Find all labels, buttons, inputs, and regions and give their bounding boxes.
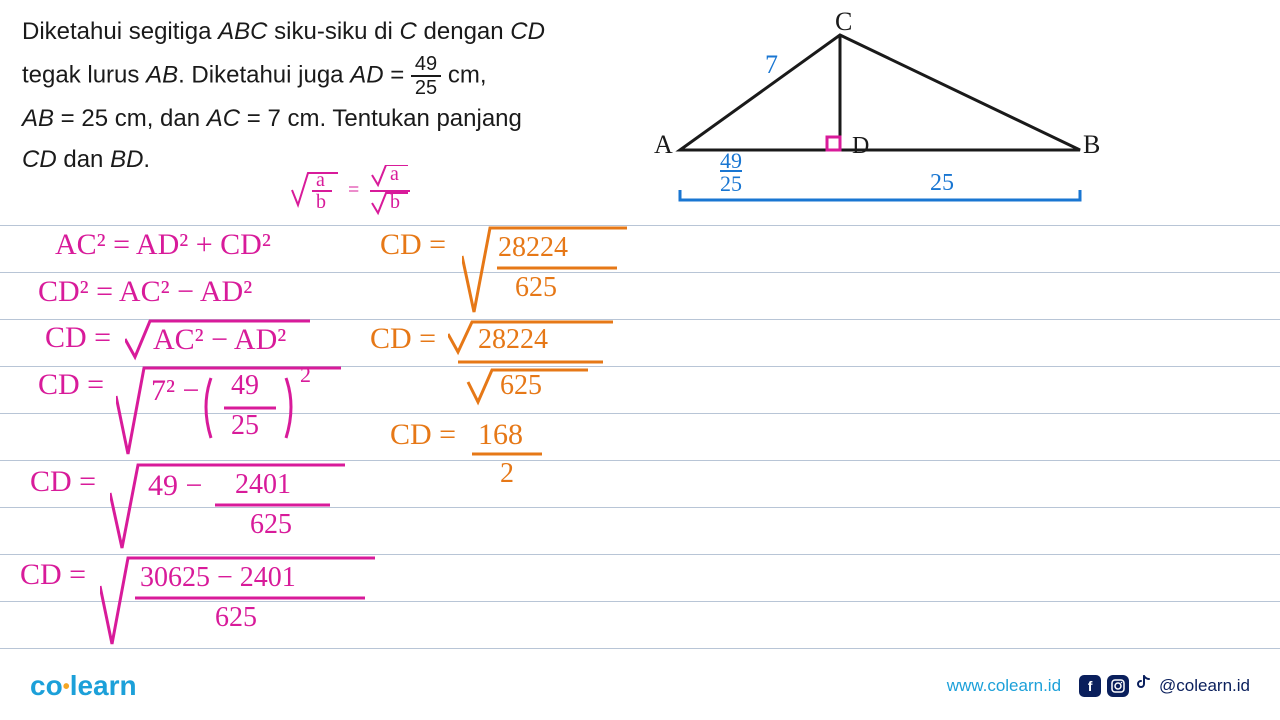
m4-sq: 2 (300, 362, 311, 388)
social-handle: @colearn.id (1159, 676, 1250, 696)
m6-num: 30625 − 2401 (140, 562, 296, 594)
o1-lhs: CD = (380, 228, 446, 261)
m5-expr: 49 − (148, 469, 202, 503)
work-m4: CD = 7² − 49 25 2 (38, 368, 104, 402)
text: siku-siku di (267, 18, 399, 45)
text: . Diketahui juga (178, 61, 350, 88)
m5-den: 625 (250, 509, 292, 541)
o3-frac-svg (472, 450, 592, 500)
work-m5: CD = 49 − 2401 625 (30, 465, 96, 499)
logo: co•learn (30, 670, 137, 702)
social-group: f @colearn.id (1079, 674, 1250, 698)
var-ab: AB (146, 61, 178, 88)
var-cd: CD (510, 18, 545, 45)
rule-b-den: b (390, 191, 400, 214)
m5-lhs: CD = (30, 465, 96, 498)
var-ac: AC (207, 105, 240, 132)
m4-lhs: CD = (38, 368, 104, 401)
footer-url: www.colearn.id (947, 676, 1061, 696)
sqrt-rule-svg (290, 165, 450, 220)
tiktok-icon (1135, 674, 1153, 698)
text: dan (57, 146, 110, 173)
m6-lhs: CD = (20, 558, 86, 591)
logo-dot-icon: • (63, 676, 70, 698)
var-bd: BD (110, 146, 143, 173)
text: = 25 cm, dan (54, 105, 207, 132)
m5-num: 2401 (235, 469, 291, 501)
var-cd: CD (22, 146, 57, 173)
m5-sqrt-svg (110, 463, 350, 553)
o2-den: 625 (500, 370, 542, 402)
logo-learn: learn (70, 670, 137, 701)
o2-num: 28224 (478, 324, 548, 356)
label-b: B (1083, 130, 1100, 160)
o3-lhs: CD = (390, 418, 456, 451)
ruled-line (0, 225, 1280, 226)
problem-statement: Diketahui segitiga ABC siku-siku di C de… (22, 12, 642, 180)
label-25-small: 25 (720, 171, 742, 197)
ruled-line (0, 554, 1280, 555)
problem-line-3: AB = 25 cm, dan AC = 7 cm. Tentukan panj… (22, 99, 642, 140)
work-m6: CD = 30625 − 2401 625 (20, 558, 86, 592)
rule-eq: = (348, 179, 359, 202)
text: . (143, 146, 150, 173)
rule-b-bottom: b (316, 191, 326, 214)
problem-line-1: Diketahui segitiga ABC siku-siku di C de… (22, 12, 642, 53)
m4-den: 25 (231, 410, 259, 442)
var-c: C (400, 18, 417, 45)
work-m1: AC² = AD² + CD² (55, 228, 271, 262)
work-o3: CD = 168 2 (390, 418, 456, 452)
instagram-icon (1107, 675, 1129, 697)
o1-num: 28224 (498, 232, 568, 264)
facebook-icon: f (1079, 675, 1101, 697)
right-angle-marker (827, 137, 840, 150)
fraction-49-25: 4925 (411, 53, 441, 99)
o2-lhs: CD = (370, 322, 436, 355)
work-o2: CD = 28224 625 (370, 322, 436, 356)
work-m3: CD = AC² − AD² (45, 321, 111, 355)
m4-num: 49 (231, 370, 259, 402)
var-ad: AD (350, 61, 383, 88)
text: = (384, 61, 411, 88)
rule-a-top: a (316, 169, 325, 192)
label-c: C (835, 7, 852, 37)
m6-den: 625 (215, 602, 257, 634)
footer-right: www.colearn.id f @colearn.id (947, 674, 1250, 698)
work-o1: CD = 28224 625 (380, 228, 446, 262)
var-abc: ABC (218, 18, 267, 45)
triangle-diagram: C A B D 7 49 25 25 (660, 15, 1110, 215)
logo-co: co (30, 670, 63, 701)
problem-line-2: tegak lurus AB. Diketahui juga AD = 4925… (22, 53, 642, 99)
triangle-outline (680, 35, 1080, 150)
m3-lhs: CD = (45, 321, 111, 354)
m3-rhs: AC² − AD² (153, 323, 286, 357)
label-a: A (654, 130, 673, 160)
o3-num: 168 (478, 418, 523, 452)
m4-expr: 7² − (151, 374, 199, 408)
label-d: D (852, 133, 869, 160)
o3-den: 2 (500, 458, 514, 490)
o1-den: 625 (515, 272, 557, 304)
rule-a-num: a (390, 163, 399, 186)
numerator: 49 (411, 53, 441, 77)
ruled-line (0, 272, 1280, 273)
label-25: 25 (930, 170, 954, 197)
text: dengan (417, 18, 510, 45)
text: Diketahui segitiga (22, 18, 218, 45)
footer: co•learn www.colearn.id f @colearn.id (0, 670, 1280, 702)
label-7: 7 (765, 50, 778, 80)
text: = 7 cm. Tentukan panjang (240, 105, 522, 132)
work-m2: CD² = AC² − AD² (38, 275, 252, 309)
denominator: 25 (411, 77, 441, 99)
text: tegak lurus (22, 61, 146, 88)
var-ab: AB (22, 105, 54, 132)
text: cm, (441, 61, 486, 88)
